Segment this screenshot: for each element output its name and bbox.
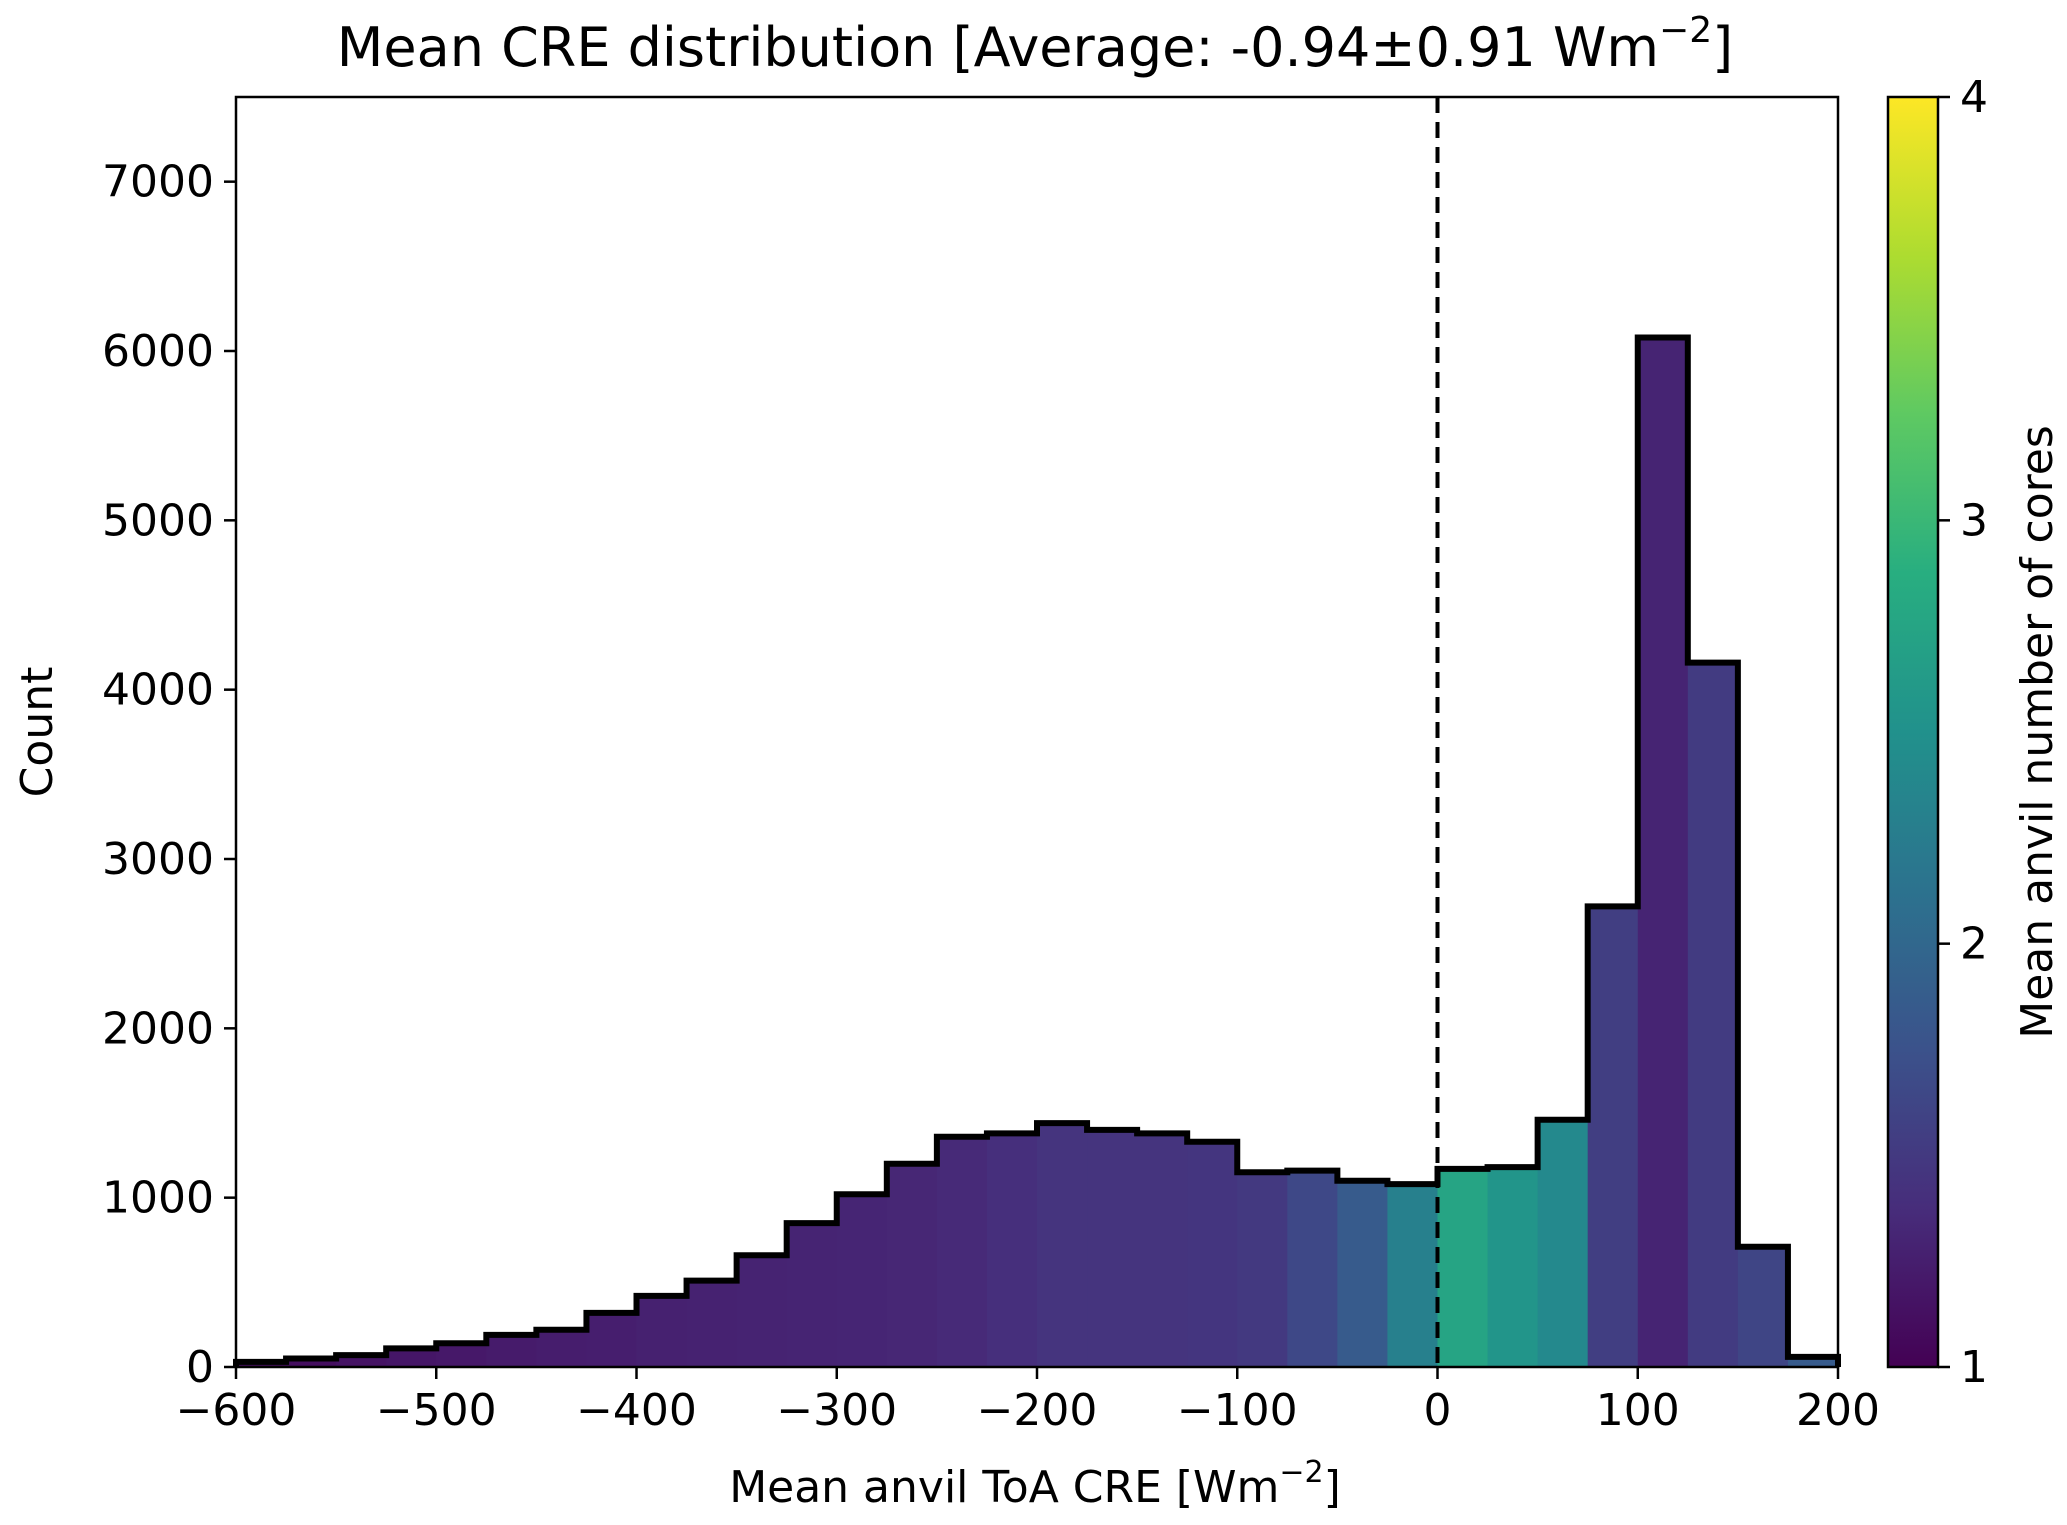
x-axis-ticks: −600 −500 −400 −300 −200 −100 0 100 200: [176, 1367, 1880, 1436]
x-tick-label: 0: [1424, 1385, 1452, 1436]
colorbar-tick-label: 2: [1960, 919, 1988, 970]
histogram-bar: [636, 1295, 688, 1367]
histogram-bar: [1537, 1119, 1589, 1367]
x-tick-label: −400: [576, 1385, 697, 1436]
histogram-bar: [386, 1348, 437, 1367]
chart-title: Mean CRE distribution [Average: -0.94±0.…: [337, 10, 1733, 79]
histogram-bars: [236, 337, 1839, 1367]
histogram-bar: [686, 1280, 738, 1367]
y-tick-label: 2000: [102, 1003, 214, 1054]
histogram-bar: [336, 1355, 387, 1367]
colorbar-gradient: [1886, 95, 1940, 1369]
histogram-bar: [736, 1255, 788, 1367]
histogram-bar: [886, 1163, 938, 1367]
histogram-bar: [1237, 1172, 1288, 1367]
histogram-bar: [786, 1223, 838, 1367]
y-tick-label: 3000: [102, 834, 214, 885]
y-tick-label: 7000: [102, 157, 214, 208]
histogram-bar: [1437, 1168, 1489, 1367]
x-tick-label: −100: [1177, 1385, 1298, 1436]
histogram-bar: [1787, 1356, 1839, 1367]
histogram-bar: [586, 1312, 638, 1367]
histogram-bar: [1087, 1129, 1138, 1367]
histogram-bar: [936, 1136, 988, 1367]
histogram-bar: [1587, 906, 1639, 1367]
y-tick-label: 6000: [102, 326, 214, 377]
histogram-bar: [486, 1334, 537, 1367]
colorbar-tick-label: 3: [1960, 495, 1988, 546]
histogram-bar: [286, 1358, 337, 1367]
histogram-bar: [986, 1133, 1038, 1367]
y-tick-label: 1000: [102, 1173, 214, 1224]
colorbar-label: Mean anvil number of cores: [2012, 425, 2063, 1039]
colorbar-tick-label: 1: [1960, 1342, 1988, 1393]
x-tick-label: 100: [1596, 1385, 1680, 1436]
histogram-bar: [1037, 1123, 1088, 1367]
y-axis-label: Count: [12, 667, 63, 798]
x-tick-label: −600: [176, 1385, 297, 1436]
histogram-bar: [1337, 1180, 1389, 1367]
histogram-bar: [536, 1329, 588, 1367]
histogram-bar: [1187, 1141, 1238, 1367]
colorbar-ticks: 1 2 3 4: [1938, 72, 1988, 1393]
histogram-bar: [836, 1194, 888, 1367]
colorbar-tick-label: 4: [1960, 72, 1988, 123]
histogram-bar: [1137, 1133, 1188, 1367]
x-axis-label: Mean anvil ToA CRE [Wm−2]: [729, 1455, 1341, 1513]
x-tick-label: −500: [376, 1385, 497, 1436]
y-axis-ticks: 0 1000 2000 3000 4000 5000 6000 7000: [102, 157, 236, 1393]
histogram-bar: [436, 1343, 487, 1367]
plot-area: −600 −500 −400 −300 −200 −100 0 100 200 0 1000 200…: [102, 95, 1880, 1436]
histogram-bar: [1737, 1246, 1789, 1367]
x-tick-label: −200: [977, 1385, 1098, 1436]
y-tick-label: 5000: [102, 495, 214, 546]
histogram-bar: [1637, 337, 1689, 1367]
histogram-bar: [1687, 662, 1739, 1367]
histogram-bar: [1487, 1167, 1539, 1367]
histogram-bar: [1287, 1170, 1338, 1367]
y-tick-label: 0: [186, 1342, 214, 1393]
histogram-bar: [1387, 1184, 1439, 1367]
colorbar: 1 2 3 4 Mean anvil number of cores: [1886, 72, 2063, 1393]
x-tick-label: 200: [1796, 1385, 1880, 1436]
y-tick-label: 4000: [102, 665, 214, 716]
x-tick-label: −300: [776, 1385, 897, 1436]
histogram-outline: [233, 334, 1841, 1367]
